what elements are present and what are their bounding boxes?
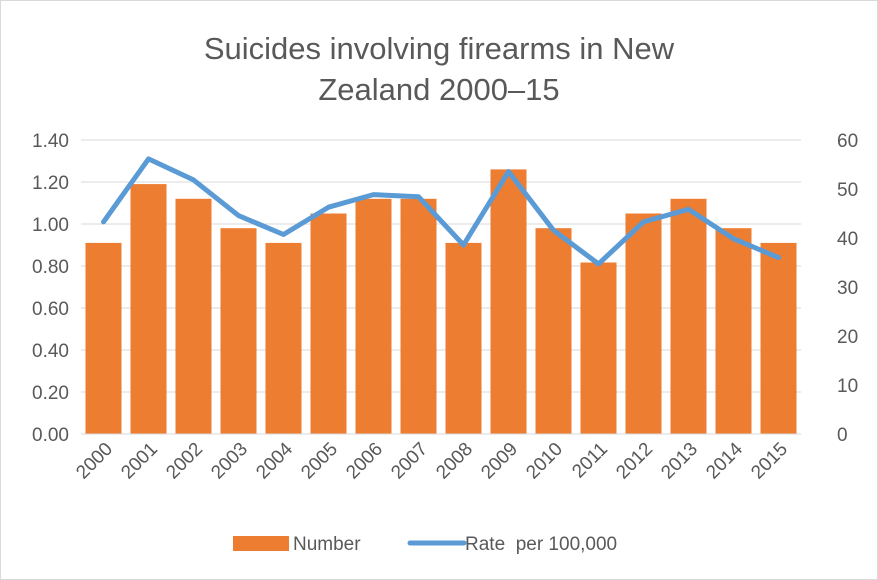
bar-series-number: [85, 169, 797, 434]
bar: [490, 169, 527, 434]
left-axis-tick-label: 1.40: [32, 131, 69, 152]
left-axis-tick-label: 0.00: [32, 425, 69, 446]
legend: Number Rate per 100,000: [233, 534, 617, 555]
right-axis-tick-label: 20: [837, 327, 858, 348]
left-axis-tick-label: 1.20: [32, 173, 69, 194]
x-axis-tick-label: 2003: [207, 439, 252, 484]
x-axis-tick-label: 2009: [477, 439, 522, 484]
right-y-axis: 0 10 20 30 40 50 60: [837, 131, 858, 446]
bar: [175, 198, 212, 434]
bar: [220, 228, 257, 434]
x-axis-tick-label: 2008: [432, 439, 477, 484]
x-axis-tick-label: 2001: [117, 439, 162, 484]
line-series-rate: [101, 156, 781, 267]
x-axis-tick-label: 2010: [522, 439, 567, 484]
x-axis-tick-label: 2015: [747, 439, 792, 484]
x-axis-tick-label: 2007: [387, 439, 432, 484]
chart-title: Suicides involving firearms in New Zeala…: [204, 31, 675, 107]
x-axis-tick-label: 2012: [612, 439, 657, 484]
right-axis-tick-label: 30: [837, 278, 858, 299]
right-axis-tick-label: 0: [837, 425, 848, 446]
legend-swatch-number: [233, 536, 289, 551]
bar: [760, 242, 797, 434]
left-axis-tick-label: 0.20: [32, 383, 69, 404]
right-axis-tick-label: 40: [837, 229, 858, 250]
left-axis-tick-label: 0.80: [32, 257, 69, 278]
right-axis-tick-label: 10: [837, 376, 858, 397]
bar: [580, 262, 617, 434]
x-axis-tick-label: 2004: [252, 438, 297, 483]
bar: [130, 184, 167, 434]
bar: [85, 242, 122, 434]
right-axis-tick-label: 60: [837, 131, 858, 152]
right-axis-tick-label: 50: [837, 180, 858, 201]
x-axis-tick-label: 2002: [162, 439, 207, 484]
x-axis: 2000 2001 2002 2003 2004 2005 2006 2007 2008 2009…: [72, 433, 801, 484]
bar: [310, 213, 347, 434]
x-axis-tick-label: 2006: [342, 439, 387, 484]
x-axis-tick-label: 2013: [657, 439, 702, 484]
chart-title-line-2: Zealand 2000–15: [318, 72, 559, 107]
left-axis-tick-label: 0.40: [32, 341, 69, 362]
bar: [445, 242, 482, 434]
bar: [265, 242, 302, 434]
x-axis-tick-label: 2005: [297, 439, 342, 484]
bar: [625, 213, 662, 434]
left-axis-tick-label: 1.00: [32, 215, 69, 236]
x-axis-tick-label: 2014: [702, 438, 747, 483]
bar: [535, 228, 572, 434]
bar: [400, 198, 437, 434]
left-axis-tick-label: 0.60: [32, 299, 69, 320]
x-axis-tick-label: 2011: [568, 439, 612, 483]
legend-label-rate: Rate per 100,000: [465, 534, 617, 555]
left-y-axis: 0.00 0.20 0.40 0.60 0.80 1.00 1.20 1.40: [32, 131, 69, 446]
x-axis-tick-label: 2000: [72, 439, 117, 484]
bar: [670, 198, 707, 434]
bar: [715, 228, 752, 434]
rate-line: [101, 156, 781, 267]
bar: [355, 198, 392, 434]
legend-label-number: Number: [293, 534, 361, 555]
chart-title-line-1: Suicides involving firearms in New: [204, 31, 675, 66]
